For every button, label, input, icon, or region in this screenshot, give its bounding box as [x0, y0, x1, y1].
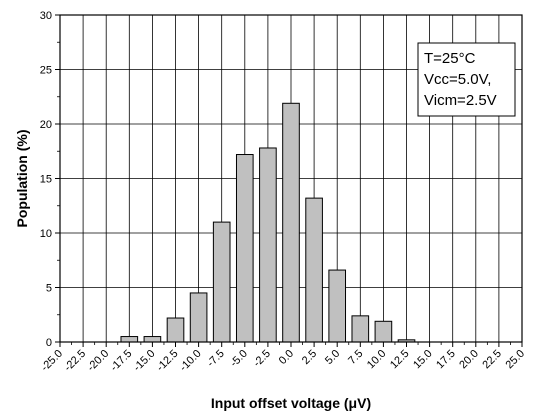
y-tick-label: 5: [46, 283, 52, 295]
bar: [305, 197, 323, 343]
legend-frame: [417, 42, 516, 117]
x-axis-title: Input offset voltage (μV): [211, 395, 371, 411]
legend-line-temperature: T=25°C: [424, 50, 476, 67]
bars: [120, 102, 416, 343]
x-tick-label: -15.0: [131, 348, 157, 374]
bar: [282, 102, 300, 343]
x-tick-label: -10.0: [178, 348, 204, 374]
bar: [259, 147, 277, 343]
bar: [189, 292, 208, 343]
y-tick-label: 15: [40, 174, 52, 186]
x-tick-label: -25.0: [39, 348, 65, 374]
grid: [60, 15, 522, 342]
x-tick-label: 7.5: [346, 348, 365, 367]
x-tick-label: 20.0: [457, 348, 481, 372]
x-tick-label: 15.0: [411, 348, 435, 372]
bar: [328, 269, 347, 343]
x-tick-label: -7.5: [205, 348, 227, 370]
x-tick-label: 17.5: [434, 348, 458, 372]
x-tick-label: 25.0: [503, 348, 527, 372]
bar: [351, 315, 370, 343]
x-tick-labels: -25.0-22.5-20.0-17.5-15.0-12.5-10.0 -7.5-…: [39, 348, 527, 374]
y-tick-label: 10: [40, 228, 52, 240]
x-tick-label: -17.5: [108, 348, 134, 374]
x-tick-label: 12.5: [388, 348, 412, 372]
bar: [166, 317, 185, 343]
x-tick-label: 0.0: [277, 348, 296, 367]
x-tick-label: -12.5: [154, 348, 180, 374]
legend-box: T=25°C Vcc=5.0V, Vicm=2.5V: [417, 42, 516, 117]
x-tick-label: -5.0: [228, 348, 250, 370]
y-tick-label: 0: [46, 337, 52, 349]
x-tick-label: 22.5: [480, 348, 504, 372]
y-tick-label: 20: [40, 119, 52, 131]
x-tick-label: 2.5: [300, 348, 319, 367]
y-tick-label: 25: [40, 65, 52, 77]
x-tick-label: -22.5: [62, 348, 88, 374]
x-tick-label: -20.0: [85, 348, 111, 374]
y-tick-label: 30: [40, 10, 52, 22]
ticks: [55, 14, 523, 347]
bar: [212, 221, 231, 343]
x-tick-label: -2.5: [251, 348, 273, 370]
legend-line-vicm: Vicm=2.5V: [424, 92, 497, 109]
y-axis-title: Population (%): [14, 130, 30, 228]
x-tick-label: 5.0: [323, 348, 342, 367]
legend-line-vcc: Vcc=5.0V,: [424, 71, 491, 88]
bar: [235, 154, 254, 343]
bar: [143, 336, 162, 343]
y-tick-labels: 0 5 10 15 20 25 30: [40, 10, 52, 349]
bar: [374, 320, 393, 343]
x-tick-label: 10.0: [365, 348, 389, 372]
bar: [120, 336, 139, 343]
